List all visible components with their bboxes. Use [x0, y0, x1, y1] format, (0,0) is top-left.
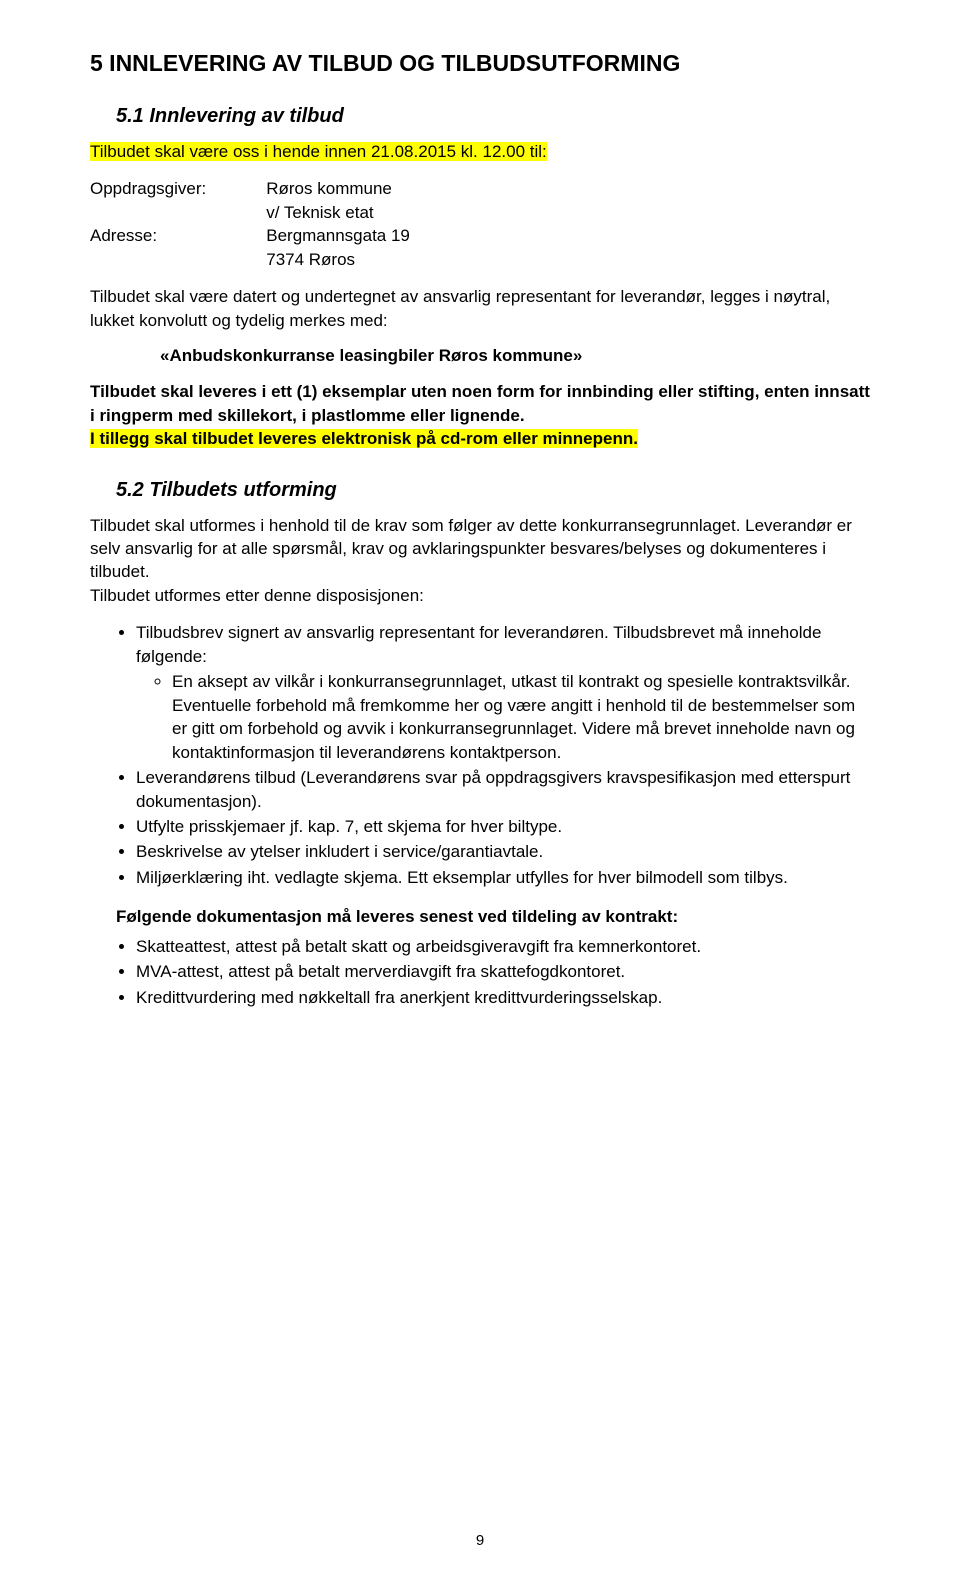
list-item: Miljøerklæring iht. vedlagte skjema. Ett…	[136, 866, 870, 889]
list-item: Leverandørens tilbud (Leverandørens svar…	[136, 766, 870, 813]
page-number: 9	[0, 1532, 960, 1549]
heading-1: 5 INNLEVERING AV TILBUD OG TILBUDSUTFORM…	[90, 50, 870, 77]
documentation-list: Skatteattest, attest på betalt skatt og …	[90, 935, 870, 1009]
heading-5-1: 5.1 Innlevering av tilbud	[90, 105, 870, 128]
para-disposisjon: Tilbudet utformes etter denne disposisjo…	[90, 584, 870, 607]
oppdragsgiver-line1: Røros kommune	[266, 177, 410, 200]
list-item: Kredittvurdering med nøkkeltall fra aner…	[136, 986, 870, 1009]
sub-list-item: En aksept av vilkår i konkurransegrunnla…	[172, 670, 870, 764]
document-page: 5 INNLEVERING AV TILBUD OG TILBUDSUTFORM…	[0, 0, 960, 1577]
list-item-text: Beskrivelse av ytelser inkludert i servi…	[136, 842, 543, 861]
para-copies-line1: Tilbudet skal leveres i ett (1) eksempla…	[90, 382, 870, 424]
para-copies: Tilbudet skal leveres i ett (1) eksempla…	[90, 380, 870, 450]
list-item-text: Utfylte prisskjemaer jf. kap. 7, ett skj…	[136, 817, 562, 836]
list-item: Tilbudsbrev signert av ansvarlig represe…	[136, 621, 870, 764]
deadline-paragraph: Tilbudet skal være oss i hende innen 21.…	[90, 140, 870, 163]
marked-with: «Anbudskonkurranse leasingbiler Røros ko…	[90, 346, 870, 366]
list-item: MVA-attest, attest på betalt merverdiavg…	[136, 960, 870, 983]
para-copies-highlight: I tillegg skal tilbudet leveres elektron…	[90, 429, 638, 448]
list-item: Beskrivelse av ytelser inkludert i servi…	[136, 840, 870, 863]
adresse-line2: 7374 Røros	[266, 248, 410, 271]
oppdragsgiver-line2: v/ Teknisk etat	[266, 201, 410, 224]
list-item: Utfylte prisskjemaer jf. kap. 7, ett skj…	[136, 815, 870, 838]
adresse-line1: Bergmannsgata 19	[266, 224, 410, 247]
label-oppdragsgiver: Oppdragsgiver:	[90, 177, 266, 224]
list-item-text: Tilbudsbrev signert av ansvarlig represe…	[136, 623, 821, 665]
label-adresse: Adresse:	[90, 224, 266, 271]
list-item-text: Miljøerklæring iht. vedlagte skjema. Ett…	[136, 868, 788, 887]
address-block: Oppdragsgiver: Røros kommune v/ Teknisk …	[90, 177, 410, 271]
para-dated: Tilbudet skal være datert og undertegnet…	[90, 285, 870, 332]
doc-heading: Følgende dokumentasjon må leveres senest…	[90, 905, 870, 928]
deadline-highlight: Tilbudet skal være oss i hende innen 21.…	[90, 142, 547, 161]
list-item-text: Leverandørens tilbud (Leverandørens svar…	[136, 768, 850, 810]
para-utforming: Tilbudet skal utformes i henhold til de …	[90, 514, 870, 584]
disposition-list: Tilbudsbrev signert av ansvarlig represe…	[90, 621, 870, 889]
list-item: Skatteattest, attest på betalt skatt og …	[136, 935, 870, 958]
sub-list: En aksept av vilkår i konkurransegrunnla…	[136, 670, 870, 764]
heading-5-2: 5.2 Tilbudets utforming	[90, 479, 870, 502]
